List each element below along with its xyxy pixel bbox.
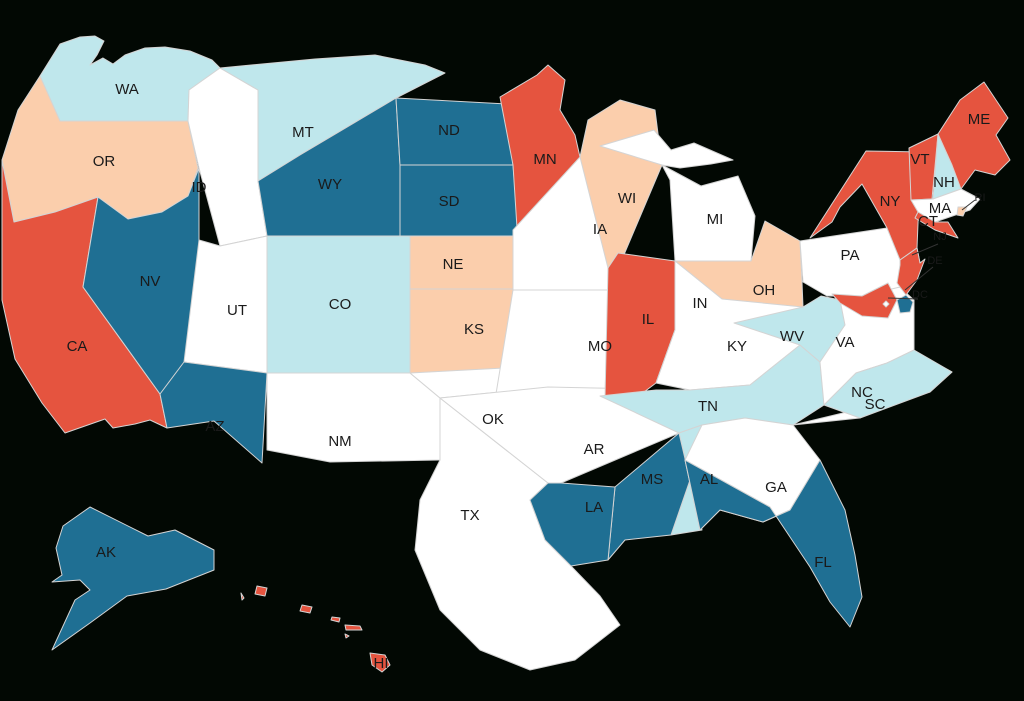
- svg-text:RI: RI: [975, 192, 986, 204]
- svg-text:TN: TN: [698, 398, 718, 415]
- svg-text:NC: NC: [851, 384, 873, 401]
- svg-text:DE: DE: [927, 255, 942, 267]
- svg-text:OH: OH: [753, 282, 776, 299]
- svg-text:MS: MS: [641, 471, 664, 488]
- svg-text:IN: IN: [693, 295, 708, 312]
- svg-text:FL: FL: [814, 554, 832, 571]
- svg-text:NE: NE: [443, 256, 464, 273]
- svg-text:LA: LA: [585, 499, 603, 516]
- svg-text:IA: IA: [593, 221, 607, 238]
- svg-text:AR: AR: [584, 441, 605, 458]
- svg-text:PA: PA: [841, 247, 860, 264]
- svg-text:IL: IL: [642, 311, 655, 328]
- svg-text:NH: NH: [933, 174, 955, 191]
- svg-text:VA: VA: [836, 334, 855, 351]
- svg-text:UT: UT: [227, 302, 247, 319]
- svg-text:KS: KS: [464, 321, 484, 338]
- svg-text:WA: WA: [115, 81, 139, 98]
- svg-text:NV: NV: [140, 273, 161, 290]
- svg-text:OK: OK: [482, 411, 504, 428]
- svg-text:MN: MN: [533, 151, 556, 168]
- svg-text:OR: OR: [93, 153, 116, 170]
- svg-text:CO: CO: [329, 296, 352, 313]
- svg-text:SD: SD: [439, 193, 460, 210]
- svg-text:AK: AK: [96, 544, 116, 561]
- svg-text:AL: AL: [700, 471, 718, 488]
- svg-text:NY: NY: [880, 193, 901, 210]
- svg-text:NM: NM: [328, 433, 351, 450]
- svg-text:MO: MO: [588, 338, 612, 355]
- svg-text:KY: KY: [727, 338, 747, 355]
- svg-text:WV: WV: [780, 328, 804, 345]
- svg-text:CA: CA: [67, 338, 88, 355]
- svg-text:MT: MT: [292, 124, 314, 141]
- svg-text:ME: ME: [968, 111, 991, 128]
- svg-text:ND: ND: [438, 122, 460, 139]
- svg-text:HI: HI: [374, 655, 389, 672]
- svg-text:ID: ID: [192, 179, 207, 196]
- svg-text:TX: TX: [460, 507, 479, 524]
- svg-text:VT: VT: [910, 151, 929, 168]
- svg-text:AZ: AZ: [205, 418, 224, 435]
- svg-text:CT: CT: [918, 213, 938, 230]
- svg-text:NJ: NJ: [933, 231, 946, 243]
- svg-text:GA: GA: [765, 479, 787, 496]
- svg-text:DC: DC: [912, 289, 928, 301]
- svg-text:MI: MI: [707, 211, 724, 228]
- svg-text:WI: WI: [618, 190, 636, 207]
- svg-text:WY: WY: [318, 176, 342, 193]
